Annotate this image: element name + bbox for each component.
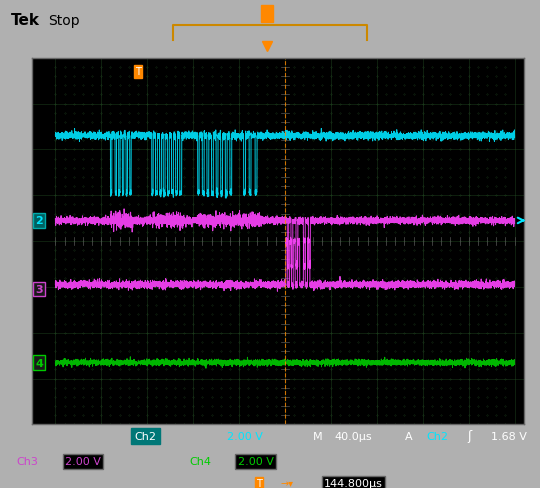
- Text: 3: 3: [36, 285, 43, 295]
- Text: 144.800μs: 144.800μs: [324, 478, 383, 488]
- Text: Stop: Stop: [49, 14, 80, 27]
- Text: 2.00 V: 2.00 V: [65, 456, 100, 467]
- Text: T: T: [135, 67, 141, 77]
- Text: Tek: Tek: [11, 13, 40, 28]
- Text: T: T: [256, 478, 262, 488]
- Text: A: A: [405, 431, 413, 441]
- Text: 40.0μs: 40.0μs: [335, 431, 373, 441]
- Text: Ch2: Ch2: [427, 431, 449, 441]
- Text: ʃ: ʃ: [467, 429, 471, 443]
- Text: 2: 2: [36, 216, 43, 226]
- Text: 2.00 V: 2.00 V: [227, 431, 262, 441]
- Text: T: T: [263, 8, 272, 21]
- Text: Ch2: Ch2: [135, 431, 157, 441]
- Text: 1.68 V: 1.68 V: [491, 431, 527, 441]
- Text: M: M: [313, 431, 323, 441]
- Text: 2.00 V: 2.00 V: [238, 456, 273, 467]
- Text: Ch3: Ch3: [16, 456, 38, 467]
- Text: 4: 4: [35, 358, 43, 368]
- Text: Ch4: Ch4: [189, 456, 211, 467]
- Text: →▾: →▾: [281, 478, 294, 488]
